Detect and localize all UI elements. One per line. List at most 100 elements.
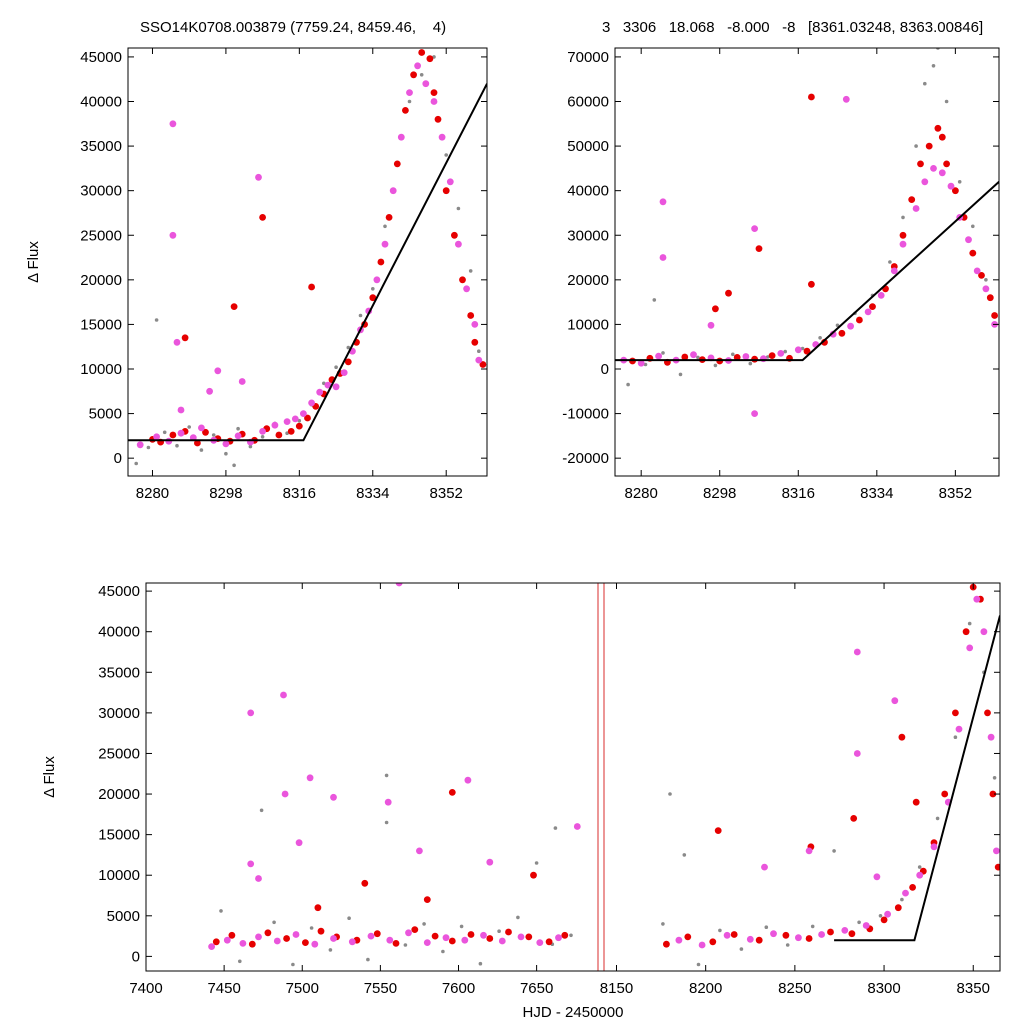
data-point-magenta — [136, 441, 144, 449]
data-point-magenta — [659, 254, 667, 261]
data-point-magenta — [973, 267, 981, 275]
data-point-magenta — [214, 367, 222, 375]
data-point-red — [755, 936, 763, 944]
data-point-red — [410, 71, 417, 79]
data-point-magenta — [795, 934, 802, 942]
data-point-magenta — [300, 410, 307, 417]
data-point-magenta — [698, 941, 706, 949]
data-point-magenta — [381, 240, 389, 248]
y-tick-label: 20000 — [567, 272, 609, 289]
data-point-magenta — [965, 236, 972, 244]
data-point-gray — [199, 448, 204, 452]
data-point-gray — [366, 957, 370, 962]
data-point-magenta — [659, 198, 667, 206]
chart-top-right: -20000 -10000 0 10000 20000 30000 40000 50000 60… — [562, 47, 1000, 502]
data-point-red — [991, 312, 998, 319]
data-point-red — [848, 930, 856, 938]
data-point-red — [805, 935, 813, 942]
data-point-magenta — [873, 873, 881, 881]
y-tick-label: 10000 — [567, 316, 609, 333]
data-point-red — [275, 431, 283, 439]
data-point-red — [941, 790, 949, 798]
data-point-gray — [783, 349, 787, 354]
data-point-magenta — [862, 922, 870, 929]
data-point-magenta — [442, 934, 450, 942]
data-point-red — [308, 283, 315, 291]
data-point-red — [969, 249, 977, 257]
data-point-gray — [661, 351, 665, 355]
y-axis-label: Δ Flux — [25, 241, 42, 283]
data-point-magenta — [890, 267, 898, 275]
data-point-red — [978, 272, 985, 279]
y-tick-label: 25000 — [98, 745, 140, 762]
data-point-magenta — [938, 169, 946, 177]
data-point-magenta — [173, 338, 181, 346]
data-point-magenta — [902, 889, 909, 897]
data-point-magenta — [675, 936, 683, 944]
data-point-magenta — [206, 387, 214, 395]
data-point-gray — [248, 444, 253, 449]
data-point-magenta — [916, 871, 924, 879]
data-point-magenta — [573, 823, 581, 830]
data-point-red — [393, 160, 401, 168]
data-point-gray — [291, 962, 295, 967]
data-point-magenta — [291, 415, 299, 423]
x-tick-label: 8250 — [778, 980, 811, 997]
x-tick-label: 7600 — [442, 980, 475, 997]
data-point-gray — [419, 73, 424, 77]
data-point-red — [808, 280, 815, 288]
data-point-red — [479, 361, 487, 368]
data-point-magenta — [292, 931, 300, 938]
data-point-gray — [765, 355, 770, 359]
data-point-magenta — [280, 691, 287, 699]
data-point-red — [402, 107, 409, 114]
data-point-magenta — [330, 935, 337, 942]
data-point-gray — [967, 621, 972, 626]
x-tick-label: 8316 — [782, 485, 815, 502]
data-point-magenta — [921, 178, 929, 186]
data-point-gray — [422, 922, 426, 926]
data-point-magenta — [169, 120, 177, 128]
data-point-red — [545, 938, 553, 946]
data-point-red — [430, 89, 438, 96]
data-point-gray — [441, 949, 445, 954]
data-point-magenta — [982, 285, 990, 293]
data-point-magenta — [386, 936, 394, 944]
data-point-red — [908, 196, 916, 204]
data-point-red — [938, 133, 946, 141]
data-point-red — [423, 896, 431, 903]
data-point-magenta — [446, 178, 454, 186]
fit-line — [615, 181, 999, 362]
data-point-gray — [328, 948, 333, 952]
data-point-gray — [334, 365, 338, 370]
y-axis-label: Δ Flux — [41, 756, 58, 798]
data-point-red — [264, 929, 272, 937]
data-point-red — [943, 160, 950, 168]
data-point-gray — [236, 426, 240, 431]
data-point-red — [733, 354, 741, 361]
data-point-magenta — [311, 940, 319, 948]
data-point-magenta — [332, 383, 340, 391]
chart-top-left: 0 5000 10000 15000 20000 25000 30000 35000 40000… — [25, 47, 488, 502]
data-point-magenta — [222, 440, 230, 448]
data-point-red — [681, 353, 689, 361]
data-point-magenta — [864, 308, 872, 316]
x-tick-label: 7450 — [207, 980, 240, 997]
data-point-magenta — [397, 133, 405, 141]
data-point-magenta — [324, 381, 332, 389]
data-point-red — [392, 940, 400, 947]
data-point-red — [712, 305, 719, 313]
data-point-gray — [456, 206, 461, 211]
data-point-red — [962, 628, 970, 636]
data-point-magenta — [794, 346, 802, 354]
data-point-gray — [403, 943, 408, 947]
data-point-magenta — [655, 352, 662, 360]
data-point-red — [202, 428, 209, 436]
data-point-magenta — [255, 173, 262, 181]
data-point-gray — [953, 735, 958, 739]
data-point-magenta — [930, 843, 938, 851]
data-point-red — [912, 798, 920, 806]
data-point-gray — [175, 443, 179, 448]
data-point-red — [803, 347, 811, 355]
data-point-red — [369, 294, 377, 302]
